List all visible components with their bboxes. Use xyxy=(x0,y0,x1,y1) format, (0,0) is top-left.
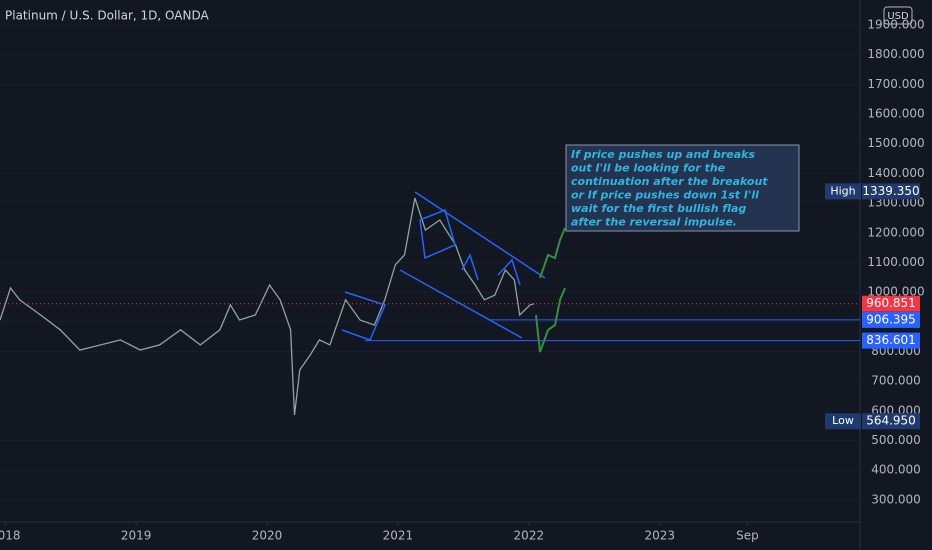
level-tag xyxy=(862,332,920,349)
y-tick-label: 500.000 xyxy=(871,433,921,447)
annotation-line: out I'll be looking for the xyxy=(571,162,726,175)
y-tick-label: 400.000 xyxy=(871,463,921,477)
chart-title: Platinum / U.S. Dollar, 1D, OANDA xyxy=(5,9,209,23)
y-tick-label: 1100.000 xyxy=(867,255,924,269)
price-line xyxy=(0,197,535,416)
currency-button[interactable] xyxy=(883,6,913,25)
x-tick-label: 2022 xyxy=(514,529,545,543)
last-price-tag xyxy=(862,295,920,312)
annotation-line: continuation after the breakout xyxy=(571,175,768,188)
flag xyxy=(419,208,456,260)
high-value: 1339.350 xyxy=(862,184,919,198)
projection xyxy=(539,227,566,279)
annotation-box xyxy=(565,144,800,232)
annotation-line: or If price pushes down 1st I'll xyxy=(571,189,759,202)
y-tick-label: 1600.000 xyxy=(867,107,924,121)
flag xyxy=(341,291,387,341)
y-tick-label: 700.000 xyxy=(871,374,921,388)
last-price-label: 960.851 xyxy=(866,296,916,310)
trend-line xyxy=(414,191,546,279)
high-value-tag xyxy=(862,183,920,200)
level-label: 836.601 xyxy=(866,333,916,347)
flag xyxy=(497,258,521,286)
y-tick-label: 1800.000 xyxy=(867,47,924,61)
annotation-line: after the reversal impulse. xyxy=(571,216,737,229)
x-tick-label: 2021 xyxy=(383,529,414,543)
level-label: 906.395 xyxy=(866,312,916,326)
y-tick-label: 1000.000 xyxy=(867,285,924,299)
high-name: High xyxy=(830,184,855,197)
low-value: 564.950 xyxy=(866,414,916,428)
y-tick-label: 1500.000 xyxy=(867,136,924,150)
low-name: Low xyxy=(832,414,854,427)
annotation-line: If price pushes up and breaks xyxy=(571,148,755,161)
x-tick-label: 2019 xyxy=(121,529,152,543)
x-tick-label: Sep xyxy=(736,529,759,543)
x-tick-label: 2020 xyxy=(252,529,283,543)
y-tick-label: 1900.000 xyxy=(867,18,924,32)
x-tick-label: 2018 xyxy=(0,529,21,543)
currency-label[interactable]: USD xyxy=(887,11,909,22)
flag xyxy=(461,253,479,281)
annotation-line: wait for the first bullish flag xyxy=(571,202,746,215)
y-tick-label: 300.000 xyxy=(871,492,921,506)
low-value-tag xyxy=(862,413,920,430)
projection xyxy=(535,287,566,353)
y-tick-label: 1200.000 xyxy=(867,225,924,239)
high-name-tag xyxy=(825,183,861,200)
y-tick-label: 1400.000 xyxy=(867,166,924,180)
low-name-tag xyxy=(825,413,861,430)
y-tick-label: 1700.000 xyxy=(867,77,924,91)
level-tag xyxy=(862,311,920,328)
x-tick-label: 2023 xyxy=(644,529,675,543)
